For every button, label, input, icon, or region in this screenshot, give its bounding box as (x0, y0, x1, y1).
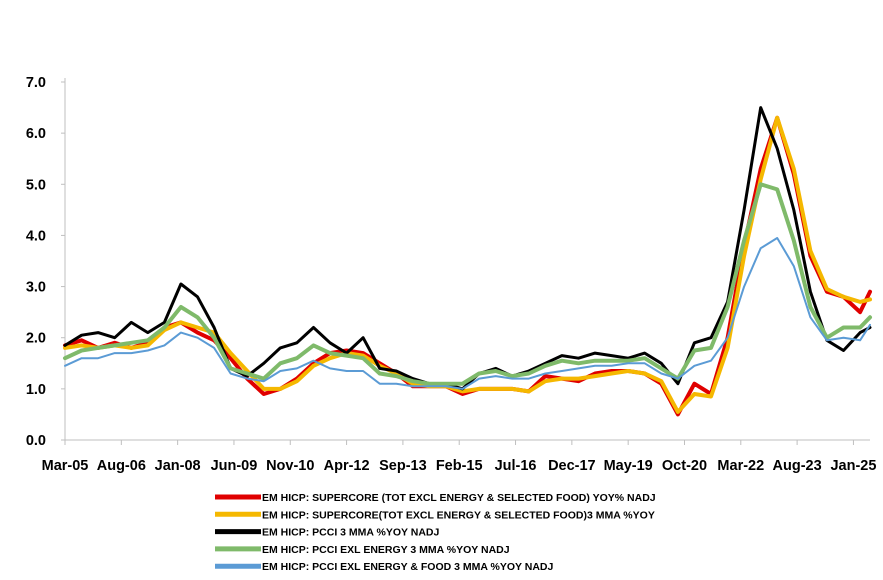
legend: EM HICP: SUPERCORE (TOT EXCL ENERGY & SE… (215, 492, 656, 573)
y-tick-label: 7.0 (26, 75, 46, 91)
x-axis: Mar-05 Aug-06 Jan-08 Jun-09 Nov-10 Apr-12 Sep-… (42, 439, 876, 474)
y-tick-label: 5.0 (26, 177, 46, 193)
x-tick-label: Nov-10 (266, 458, 314, 474)
series-line-3 (63, 106, 872, 391)
legend-label-5: EM HICP: PCCI EXL ENERGY & FOOD 3 MMA %Y… (262, 561, 553, 573)
x-tick-label: Apr-12 (324, 458, 370, 474)
legend-label-4: EM HICP: PCCI EXL ENERGY 3 MMA %YOY NADJ (262, 544, 510, 556)
x-tick-label: Aug-23 (773, 458, 822, 474)
y-tick-label: 0.0 (26, 433, 46, 449)
series-lines (63, 106, 872, 417)
x-tick-label: Feb-15 (436, 458, 483, 474)
x-tick-label: Jun-09 (211, 458, 258, 474)
y-tick-label: 2.0 (26, 331, 46, 347)
x-tick-label: Jan-25 (830, 458, 876, 474)
series-line-2 (63, 115, 872, 414)
y-tick-label: 1.0 (26, 382, 46, 398)
x-tick-label: Jul-16 (495, 458, 537, 474)
legend-label-3: EM HICP: PCCI 3 MMA %YOY NADJ (262, 527, 440, 539)
x-tick-label: Mar-22 (717, 458, 764, 474)
y-axis: 0.0 1.0 2.0 3.0 4.0 5.0 6.0 7.0 (26, 75, 66, 449)
x-tick-label: Dec-17 (548, 458, 596, 474)
series-line-4 (63, 182, 872, 386)
x-tick-label: Oct-20 (662, 458, 707, 474)
series-line-5 (64, 237, 871, 390)
series-line-1 (63, 115, 872, 417)
legend-label-2: EM HICP: SUPERCORE(TOT EXCL ENERGY & SEL… (262, 509, 655, 521)
x-tick-label: May-19 (604, 458, 653, 474)
y-tick-label: 6.0 (26, 126, 46, 142)
x-tick-label: Sep-13 (379, 458, 427, 474)
x-tick-label: Aug-06 (97, 458, 146, 474)
x-tick-label: Jan-08 (155, 458, 201, 474)
x-tick-label: Mar-05 (42, 458, 89, 474)
y-tick-label: 4.0 (26, 228, 46, 244)
legend-label-1: EM HICP: SUPERCORE (TOT EXCL ENERGY & SE… (262, 492, 656, 504)
y-tick-label: 3.0 (26, 280, 46, 296)
